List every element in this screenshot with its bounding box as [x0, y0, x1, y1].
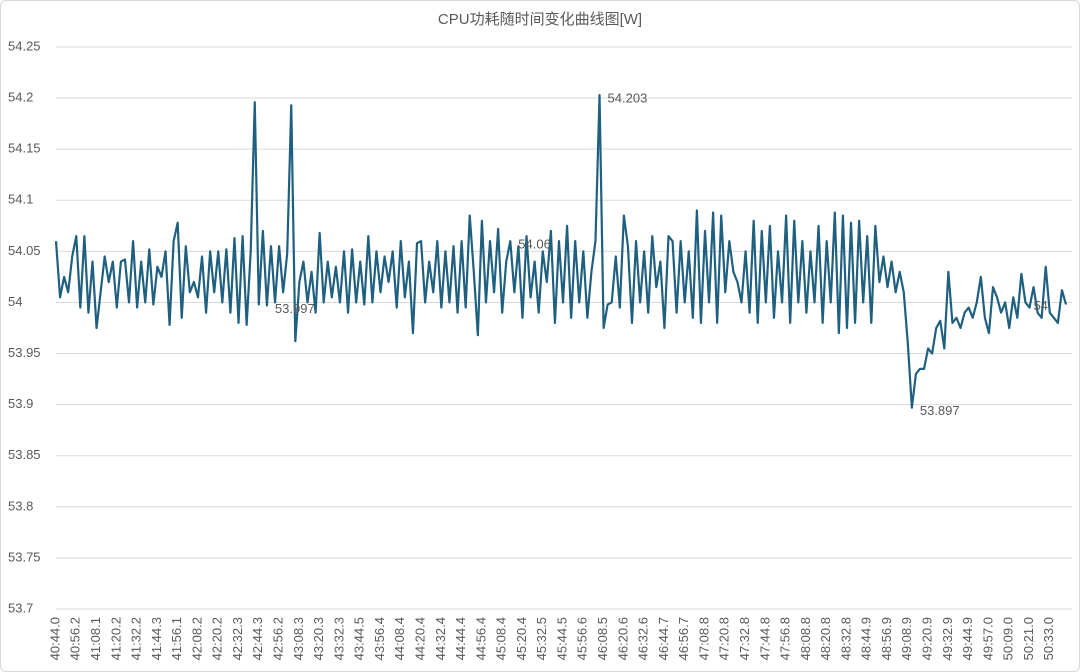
x-tick-label: 42:32.3	[230, 617, 245, 660]
x-tick-label: 45:08.4	[494, 617, 509, 660]
x-tick-label: 41:44.3	[149, 617, 164, 660]
x-tick-label: 44:20.4	[412, 617, 427, 660]
x-tick-label: 45:20.4	[514, 617, 529, 660]
x-tick-label: 49:08.9	[899, 617, 914, 660]
x-tick-label: 50:21.0	[1021, 617, 1036, 660]
data-label: 54	[1033, 298, 1047, 313]
x-tick-label: 42:44.3	[250, 617, 265, 660]
y-tick-label: 54.05	[8, 243, 41, 258]
x-tick-label: 40:44.0	[47, 617, 62, 660]
x-tick-label: 48:20.8	[818, 617, 833, 660]
x-tick-label: 43:32.3	[331, 617, 346, 660]
y-tick-label: 53.7	[8, 600, 33, 615]
x-tick-label: 46:20.6	[615, 617, 630, 660]
x-tick-label: 41:32.2	[129, 617, 144, 660]
y-tick-label: 54.25	[8, 38, 41, 53]
x-tick-label: 50:33.0	[1041, 617, 1056, 660]
data-line	[54, 93, 1068, 409]
x-tick-label: 42:08.2	[189, 617, 204, 660]
data-label: 53.897	[920, 403, 960, 418]
x-tick-label: 48:44.9	[859, 617, 874, 660]
data-label: 54.203	[608, 90, 648, 105]
x-tick-label: 44:56.4	[473, 617, 488, 660]
x-tick-label: 44:08.4	[392, 617, 407, 660]
x-tick-label: 45:56.6	[575, 617, 590, 660]
x-tick-label: 49:32.9	[940, 617, 955, 660]
y-tick-label: 54.1	[8, 192, 33, 207]
y-tick-label: 53.95	[8, 345, 41, 360]
y-tick-label: 53.9	[8, 396, 33, 411]
y-tick-label: 53.85	[8, 447, 41, 462]
x-tick-label: 47:08.8	[696, 617, 711, 660]
x-tick-label: 50:09.0	[1001, 617, 1016, 660]
x-tick-label: 45:32.5	[534, 617, 549, 660]
y-tick-label: 53.75	[8, 549, 41, 564]
x-tick-label: 49:57.0	[980, 617, 995, 660]
data-label: 53.997	[275, 301, 315, 316]
x-tick-label: 41:56.1	[169, 617, 184, 660]
x-tick-label: 48:56.9	[879, 617, 894, 660]
x-tick-label: 45:44.5	[554, 617, 569, 660]
x-tick-label: 46:32.6	[636, 617, 651, 660]
x-tick-label: 42:20.2	[210, 617, 225, 660]
x-tick-label: 47:44.8	[757, 617, 772, 660]
x-tick-label: 41:08.1	[88, 617, 103, 660]
y-tick-label: 54	[8, 294, 22, 309]
x-tick-label: 49:20.9	[920, 617, 935, 660]
x-tick-label: 47:20.8	[717, 617, 732, 660]
x-tick-label: 49:44.9	[960, 617, 975, 660]
x-tick-label: 43:20.3	[311, 617, 326, 660]
x-tick-label: 43:56.4	[372, 617, 387, 660]
data-label: 54.06	[518, 237, 551, 252]
chart-title: CPU功耗随时间变化曲线图[W]	[438, 11, 642, 28]
x-tick-label: 42:56.2	[271, 617, 286, 660]
x-tick-label: 44:32.4	[433, 617, 448, 660]
y-tick-label: 54.15	[8, 141, 41, 156]
x-tick-label: 47:32.8	[737, 617, 752, 660]
x-tick-label: 40:56.2	[68, 617, 83, 660]
x-tick-label: 48:32.8	[838, 617, 853, 660]
x-tick-label: 43:08.3	[291, 617, 306, 660]
x-tick-label: 47:56.8	[778, 617, 793, 660]
x-tick-label: 44:44.4	[453, 617, 468, 660]
x-tick-label: 46:44.7	[656, 617, 671, 660]
x-tick-label: 43:44.5	[352, 617, 367, 660]
x-tick-label: 48:08.8	[798, 617, 813, 660]
x-tick-label: 46:56.7	[676, 617, 691, 660]
x-tick-label: 46:08.5	[595, 617, 610, 660]
x-tick-label: 41:20.2	[108, 617, 123, 660]
y-tick-label: 53.8	[8, 498, 33, 513]
y-tick-label: 54.2	[8, 90, 33, 105]
